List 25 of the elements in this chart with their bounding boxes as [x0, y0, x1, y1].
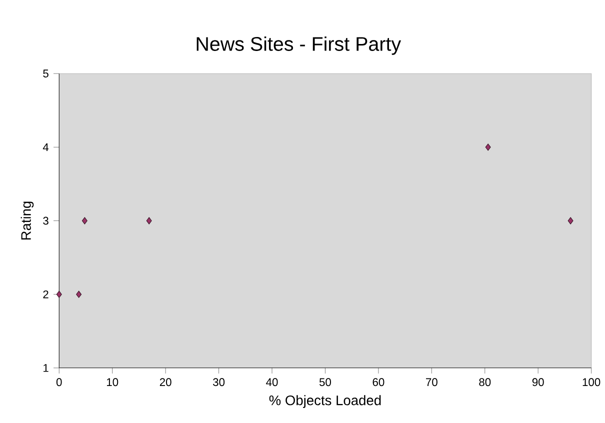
x-tick-label: 10: [106, 378, 118, 386]
x-tick-label: 70: [426, 378, 438, 386]
x-tick-label: 50: [319, 378, 331, 386]
point: [568, 217, 574, 224]
point: [82, 217, 88, 224]
y-tick-label: 1: [44, 364, 48, 372]
y-tick-label: 5: [43, 70, 48, 78]
x-tick-label: 40: [266, 378, 278, 386]
x-axis-title: % Objects Loaded: [269, 395, 381, 408]
y-tick-label: 2: [43, 290, 48, 298]
x-tick-label: 80: [479, 378, 491, 386]
point: [56, 290, 62, 298]
x-tick-label: 20: [160, 378, 172, 386]
x-tick-label: 60: [372, 378, 384, 386]
y-tick-label: 3: [43, 216, 48, 225]
point: [485, 144, 491, 151]
point: [76, 290, 82, 298]
x-tick-label: 30: [213, 378, 225, 386]
y-tick-label: 4: [42, 143, 49, 152]
x-tick-label: 100: [582, 378, 600, 386]
x-tick-label: 0: [56, 378, 62, 386]
y-axis-title: Rating: [20, 202, 34, 240]
point: [146, 217, 152, 224]
chart-title: News Sites - First Party: [196, 36, 402, 55]
x-tick-label: 90: [532, 378, 544, 386]
